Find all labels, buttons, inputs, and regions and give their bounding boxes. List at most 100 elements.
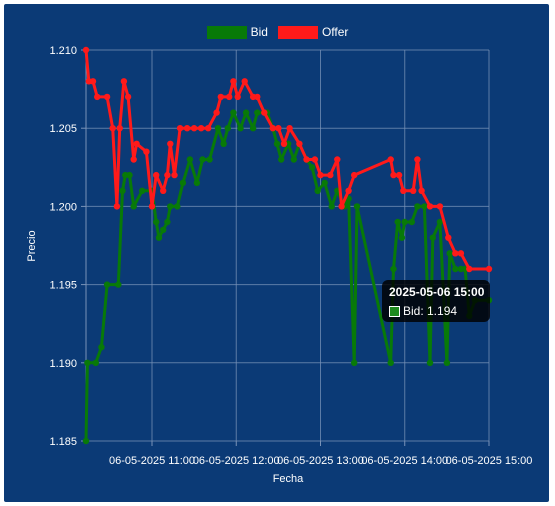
bid-point bbox=[408, 218, 415, 226]
bid-point bbox=[426, 359, 434, 366]
offer-point bbox=[226, 93, 233, 101]
offer-point bbox=[153, 171, 160, 179]
y-tick-label: 1.185 bbox=[49, 436, 77, 448]
bid-point bbox=[254, 109, 261, 116]
bid-point bbox=[214, 125, 222, 132]
bid-point bbox=[230, 109, 237, 116]
bid-point bbox=[328, 203, 335, 210]
offer-point bbox=[94, 93, 101, 101]
legend-label-offer: Offer bbox=[321, 25, 349, 39]
offer-point bbox=[82, 46, 90, 54]
bid-point bbox=[82, 437, 90, 445]
offer-point bbox=[230, 78, 237, 85]
bid-point bbox=[353, 203, 361, 210]
grid bbox=[85, 49, 490, 442]
series-offer bbox=[82, 46, 493, 273]
tooltip-value: Bid: 1.194 bbox=[403, 304, 458, 318]
y-tick-label: 1.190 bbox=[49, 358, 77, 370]
bid-point bbox=[237, 125, 244, 132]
bid-point bbox=[98, 344, 105, 351]
bid-point bbox=[206, 156, 213, 163]
offer-point bbox=[280, 140, 288, 147]
bid-point bbox=[224, 125, 231, 132]
offer-point bbox=[113, 203, 121, 210]
bid-point bbox=[273, 140, 281, 147]
offer-point bbox=[327, 171, 334, 179]
bid-point bbox=[174, 203, 181, 210]
bid-point bbox=[308, 164, 316, 171]
tooltip-swatch-bid bbox=[389, 305, 400, 317]
offer-point bbox=[217, 93, 224, 101]
offer-point bbox=[176, 125, 184, 132]
bid-point bbox=[387, 359, 394, 366]
offer-point bbox=[167, 140, 174, 147]
offer-point bbox=[120, 78, 128, 85]
bid-point bbox=[186, 156, 194, 163]
bid-point bbox=[278, 156, 285, 163]
x-tick-label: 06-05-2025 13:00 bbox=[277, 455, 364, 467]
bid-point bbox=[103, 281, 111, 288]
offer-point bbox=[275, 125, 282, 132]
offer-point bbox=[269, 125, 276, 132]
bid-point bbox=[401, 218, 408, 226]
offer-point bbox=[286, 125, 293, 132]
y-tick-label: 1.195 bbox=[49, 280, 77, 292]
offer-point bbox=[130, 156, 137, 163]
offer-point bbox=[160, 187, 167, 194]
offer-point bbox=[148, 203, 156, 210]
offer-point bbox=[414, 156, 421, 163]
bid-point bbox=[155, 234, 163, 241]
offer-point bbox=[400, 187, 407, 194]
offer-point bbox=[351, 171, 358, 179]
x-tick-label: 06-05-2025 12:00 bbox=[193, 455, 280, 467]
offer-point bbox=[124, 93, 132, 101]
bid-point bbox=[115, 281, 122, 288]
bid-point bbox=[443, 359, 451, 366]
bid-point bbox=[119, 187, 126, 194]
bid-point bbox=[130, 203, 137, 210]
bid-point bbox=[193, 179, 201, 187]
offer-point bbox=[171, 171, 178, 179]
bid-point bbox=[314, 187, 321, 194]
offer-point bbox=[116, 125, 123, 132]
bid-point bbox=[126, 171, 133, 179]
legend-item-offer[interactable]: Offer bbox=[277, 25, 349, 39]
bid-point bbox=[398, 234, 406, 241]
offer-point bbox=[183, 125, 191, 132]
axes: 1.185 1.190 1.195 1.200 1.205 1.210 06-05-2025… bbox=[49, 45, 532, 467]
bid-point bbox=[160, 226, 167, 234]
x-tick-label: 06-05-2025 14:00 bbox=[361, 455, 448, 467]
offer-point bbox=[190, 125, 198, 132]
offer-point bbox=[387, 156, 394, 163]
bid-point bbox=[153, 218, 160, 226]
offer-point bbox=[410, 187, 417, 194]
chart-tooltip: 2025-05-06 15:00 Bid: 1.194 bbox=[382, 280, 490, 322]
x-tick-label: 06-05-2025 11:00 bbox=[109, 455, 195, 467]
bid-point bbox=[394, 218, 401, 226]
offer-point bbox=[485, 265, 493, 273]
offer-point bbox=[436, 203, 444, 210]
y-tick-label: 1.210 bbox=[49, 45, 77, 57]
y-tick-label: 1.205 bbox=[49, 123, 77, 135]
y-tick-label: 1.200 bbox=[49, 201, 77, 213]
bid-point bbox=[446, 250, 453, 257]
tooltip-title: 2025-05-06 15:00 bbox=[389, 285, 485, 299]
bid-point bbox=[84, 359, 91, 366]
offer-point bbox=[426, 203, 434, 210]
bid-point bbox=[290, 156, 297, 163]
offer-point bbox=[109, 125, 116, 132]
offer-point bbox=[205, 125, 212, 132]
offer-point bbox=[254, 93, 261, 101]
offer-point bbox=[103, 93, 111, 101]
offer-point bbox=[164, 171, 171, 179]
offer-point bbox=[317, 171, 324, 179]
legend-item-bid[interactable]: Bid bbox=[206, 25, 268, 39]
bid-point bbox=[429, 234, 436, 241]
legend-swatch-bid bbox=[206, 25, 247, 39]
offer-point bbox=[334, 156, 341, 163]
offer-point bbox=[445, 234, 452, 241]
offer-point bbox=[466, 265, 473, 273]
bid-point bbox=[139, 187, 146, 194]
bid-point bbox=[249, 125, 257, 132]
